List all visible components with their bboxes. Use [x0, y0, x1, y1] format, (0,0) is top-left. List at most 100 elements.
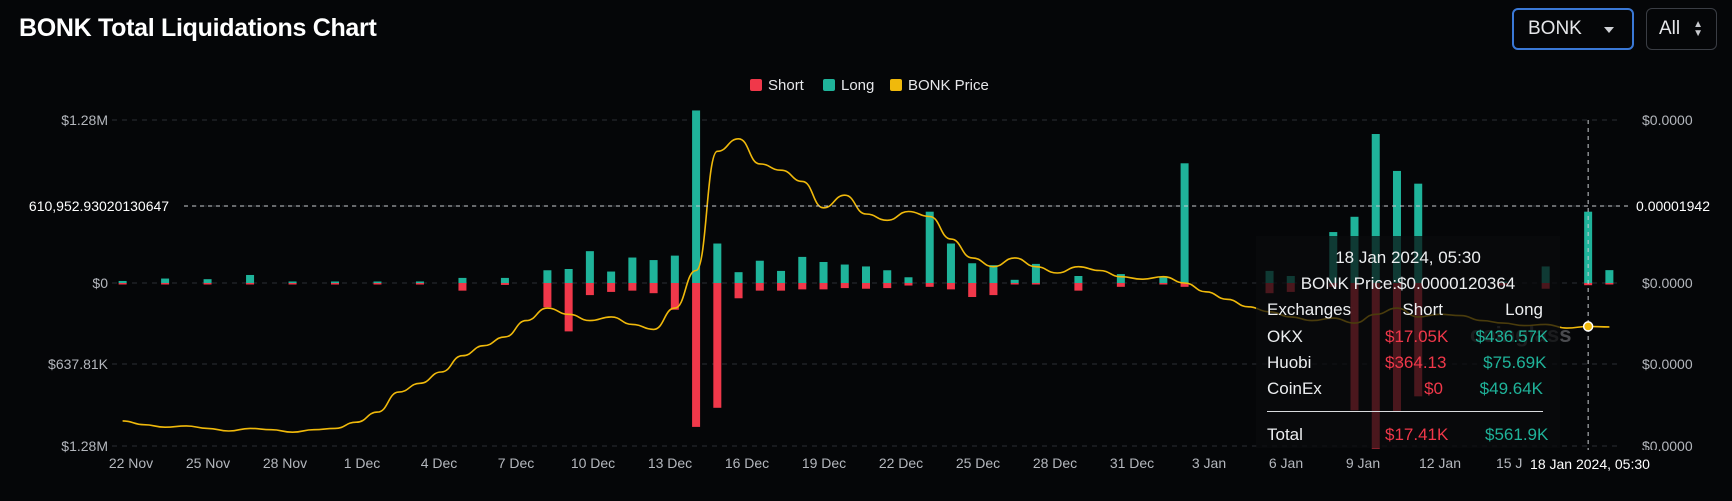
tooltip-row: Huobi $364.13 $75.69K — [1267, 353, 1546, 375]
tooltip-header-long: Long — [1505, 300, 1543, 319]
chart-tooltip: 18 Jan 2024, 05:30 BONK Price:$0.0000120… — [1256, 236, 1560, 448]
long-bar — [840, 264, 849, 283]
coin-select-value: BONK — [1528, 18, 1582, 39]
long-bar — [1180, 163, 1189, 283]
short-bar — [755, 283, 764, 291]
long-bar — [1010, 279, 1019, 283]
long-bar — [692, 110, 701, 283]
x-tick-label: 16 Dec — [725, 455, 769, 471]
crosshair-x-label: 18 Jan 2024, 05:30 — [1522, 450, 1658, 478]
tooltip-total-long: $561.9K — [1485, 425, 1549, 444]
long-bar — [819, 261, 828, 283]
x-tick-label: 28 Nov — [263, 455, 307, 471]
long-bar — [862, 266, 870, 283]
y-left-tick-label: $1.28M — [61, 112, 108, 128]
axes: $1.28M$0.0000$637.81K$0.0000$0$0.0000$63… — [48, 112, 1693, 471]
short-bar — [331, 283, 340, 285]
tooltip-long-value: $49.64K — [1479, 379, 1543, 398]
short-bar — [713, 283, 722, 408]
short-bar — [692, 283, 701, 427]
short-bar — [819, 283, 828, 290]
long-bar — [500, 277, 509, 283]
coin-select[interactable]: BONK — [1512, 8, 1634, 50]
short-bar — [288, 283, 297, 285]
short-bar — [1010, 283, 1019, 285]
tooltip-total-label: Total — [1267, 425, 1303, 444]
range-select[interactable]: All ▲ ▼ — [1646, 8, 1717, 50]
x-tick-label: 25 Dec — [956, 455, 1000, 471]
long-bar — [946, 243, 955, 283]
tooltip-exchange: Huobi — [1267, 353, 1312, 372]
long-bar — [734, 272, 743, 283]
long-bar — [458, 277, 467, 283]
tooltip-short-value: $17.05K — [1385, 327, 1449, 346]
short-bar — [1116, 283, 1125, 287]
long-bar — [1605, 270, 1614, 283]
caret-down-icon — [1604, 27, 1614, 33]
short-bar — [883, 283, 892, 289]
x-tick-label: 9 Jan — [1346, 455, 1380, 471]
short-bar — [203, 283, 212, 285]
long-bar — [373, 281, 382, 283]
x-tick-label: 12 Jan — [1419, 455, 1461, 471]
crosshair — [184, 120, 1630, 450]
short-bar — [968, 283, 977, 298]
short-bar — [840, 283, 849, 289]
long-bar — [1116, 274, 1125, 283]
short-bar — [161, 283, 170, 285]
long-bar — [777, 270, 786, 283]
long-bar — [1159, 276, 1168, 283]
legend-swatch — [750, 79, 762, 91]
tooltip-long-value: $436.57K — [1475, 327, 1549, 346]
short-bar — [925, 283, 934, 287]
tooltip-short-value: $364.13 — [1385, 353, 1447, 372]
short-bar — [628, 283, 637, 291]
long-bar — [925, 211, 934, 283]
y-right-tick-label: $0.0000 — [1642, 275, 1693, 291]
crosshair-left-y-label: 610,952.93020130647 — [14, 193, 184, 219]
long-bar — [798, 256, 807, 283]
tooltip-exchange: CoinEx — [1267, 379, 1322, 398]
x-tick-label: 19 Dec — [802, 455, 846, 471]
long-bar — [118, 280, 127, 283]
tooltip-header-exchanges: Exchanges — [1267, 300, 1352, 319]
long-bar — [989, 265, 998, 283]
x-tick-label: 28 Dec — [1033, 455, 1077, 471]
short-bar — [649, 283, 658, 294]
short-bar — [373, 283, 382, 285]
short-bar — [118, 283, 127, 285]
short-bar — [543, 283, 552, 308]
short-bar — [1074, 283, 1083, 291]
tooltip-row: CoinEx $0 $49.64K — [1267, 379, 1543, 401]
tooltip-short-value: $0 — [1424, 379, 1443, 398]
long-bar — [161, 278, 170, 283]
chevron-updown-icon: ▲ ▼ — [1693, 19, 1703, 39]
short-bar — [798, 283, 807, 290]
long-bar — [670, 255, 679, 283]
short-bar — [500, 283, 509, 285]
x-tick-label: 25 Nov — [186, 455, 230, 471]
short-bar — [989, 283, 998, 296]
y-left-tick-label: $637.81K — [48, 356, 109, 372]
short-bar — [585, 283, 594, 296]
long-bar — [713, 243, 722, 283]
long-bar — [564, 268, 573, 283]
range-select-value: All — [1659, 18, 1681, 39]
long-bar — [628, 257, 637, 283]
long-bar — [649, 260, 658, 283]
long-bar — [288, 281, 297, 283]
long-bar — [1414, 183, 1423, 283]
x-tick-label: 10 Dec — [571, 455, 615, 471]
long-bar — [543, 270, 552, 283]
long-bar — [1031, 263, 1040, 283]
short-bar — [1584, 283, 1593, 286]
price-marker — [1582, 321, 1594, 332]
tooltip-price: BONK Price:$0.0000120364 — [1300, 274, 1516, 293]
tooltip-header-row: Exchanges Short Long — [1267, 300, 1543, 322]
long-bar — [755, 260, 764, 283]
long-bar — [585, 251, 594, 283]
x-tick-label: 13 Dec — [648, 455, 692, 471]
short-bar — [1159, 283, 1168, 285]
long-bar — [968, 263, 977, 283]
long-bar — [1392, 170, 1401, 283]
